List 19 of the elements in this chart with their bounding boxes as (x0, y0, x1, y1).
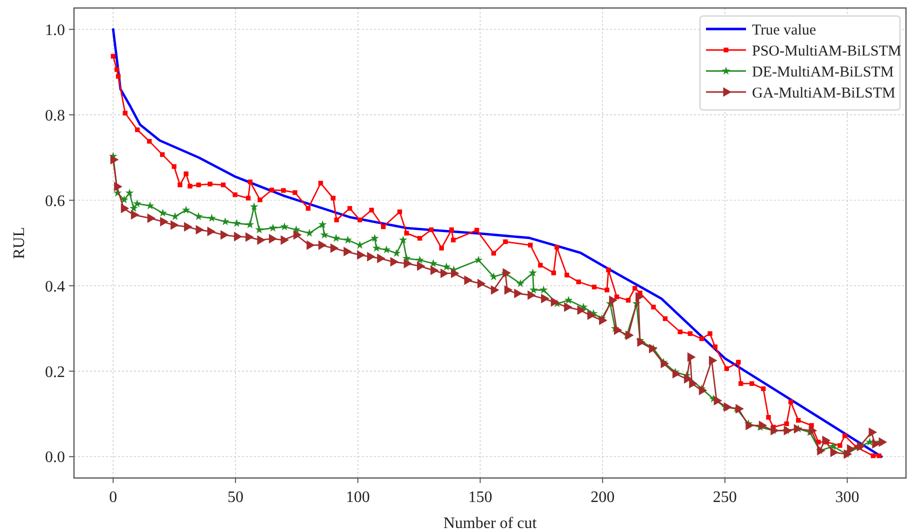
x-axis-title: Number of cut (443, 515, 538, 532)
x-tick-label: 150 (468, 489, 492, 506)
y-tick-label: 0.0 (45, 449, 65, 466)
x-tick-label: 200 (590, 489, 615, 506)
legend-label: GA-MultiAM-BiLSTM (752, 85, 896, 102)
y-tick-label: 1.0 (45, 22, 65, 39)
y-tick-label: 0.4 (45, 278, 65, 296)
x-tick-label: 50 (228, 489, 244, 506)
y-tick-label: 0.6 (45, 192, 65, 210)
y-tick-label: 0.2 (45, 364, 65, 381)
legend-label: DE-MultiAM-BiLSTM (752, 64, 894, 80)
x-tick-label: 300 (835, 489, 860, 506)
x-tick-label: 250 (712, 489, 737, 506)
y-axis-title: RUL (11, 227, 28, 259)
legend-label: True value (752, 22, 816, 38)
x-tick-label: 0 (109, 489, 118, 506)
x-tick-label: 100 (346, 489, 370, 506)
legend-label: PSO-MultiAM-BiLSTM (752, 43, 902, 60)
y-tick-label: 0.8 (45, 107, 65, 124)
